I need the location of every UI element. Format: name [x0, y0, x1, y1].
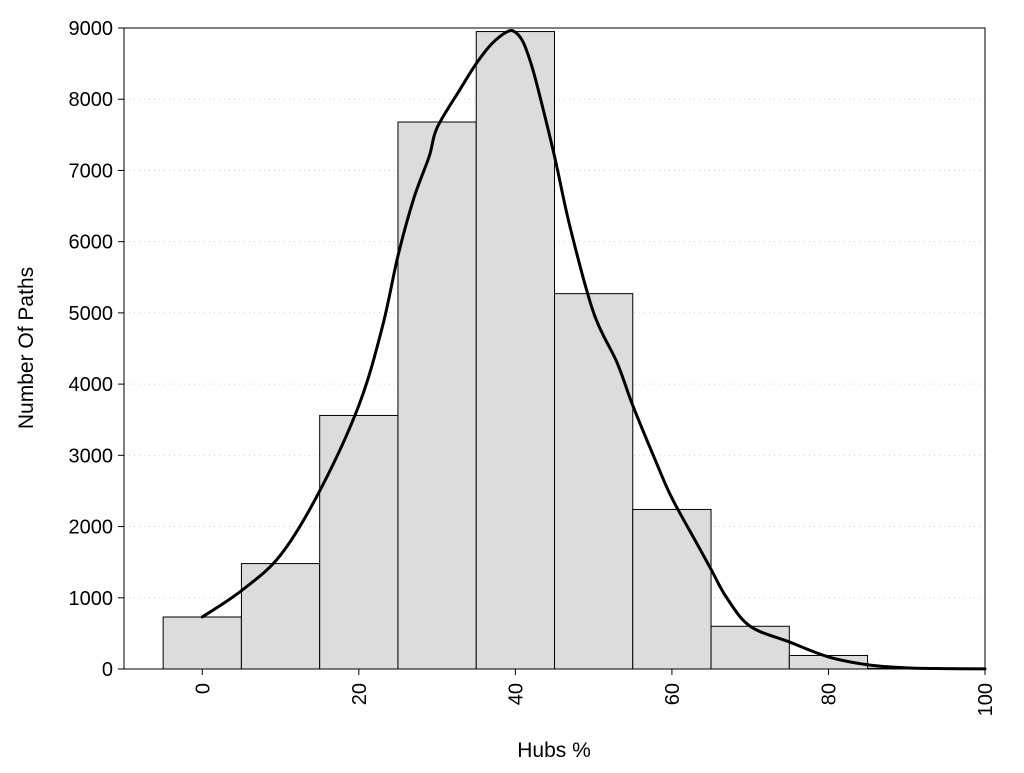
x-axis-title: Hubs %	[517, 739, 591, 762]
x-tick-label-0: 0	[192, 683, 214, 694]
histogram-bar-60	[632, 508, 712, 670]
histogram-bar-20	[319, 414, 399, 670]
x-tick-label-20: 20	[349, 683, 371, 705]
y-tick-label-0: 0	[102, 659, 113, 681]
density-curve-layer	[200, 28, 987, 671]
x-tick-label-80: 80	[818, 683, 840, 705]
histogram-bars	[162, 31, 947, 670]
y-tick-label-7000: 7000	[69, 160, 114, 182]
y-tick-label-2000: 2000	[69, 517, 114, 539]
histogram-bar-10	[240, 563, 321, 670]
x-axis-ticks: 0 20 40 60 80 100	[192, 669, 997, 716]
y-tick-label-4000: 4000	[69, 374, 114, 396]
y-tick-label-1000: 1000	[69, 588, 114, 610]
histogram-bar-30	[397, 121, 477, 670]
y-tick-label-8000: 8000	[69, 89, 114, 111]
density-curve	[200, 28, 987, 671]
histogram-bar-0	[162, 616, 242, 670]
y-tick-label-5000: 5000	[69, 303, 114, 325]
x-tick-label-40: 40	[505, 683, 527, 705]
histogram-bar-50	[554, 293, 634, 670]
histogram-bar-40	[475, 31, 555, 670]
y-axis-ticks: 0 1000 2000 3000 4000 5000 6000 7000 8000 9000	[69, 18, 124, 681]
plot-frame	[123, 27, 986, 670]
x-tick-label-60: 60	[662, 683, 684, 705]
x-tick-label-100: 100	[975, 683, 997, 716]
y-tick-label-3000: 3000	[69, 445, 114, 467]
y-tick-label-6000: 6000	[69, 232, 114, 254]
histogram-bar-70	[710, 625, 790, 670]
y-tick-label-9000: 9000	[69, 18, 114, 40]
y-axis-title: Number Of Paths	[15, 267, 38, 429]
